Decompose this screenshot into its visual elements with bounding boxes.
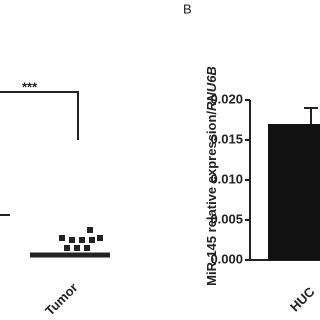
y-tick-label: 0.015 — [210, 131, 243, 146]
bar — [268, 124, 320, 260]
y-tick-label: 0.010 — [210, 171, 243, 186]
panel-label: B — [183, 1, 192, 16]
significance-bracket — [0, 91, 79, 140]
y-axis-label: MiR-145 relative expression/RNU6B — [204, 66, 219, 286]
y-tick-label: 0.000 — [210, 251, 243, 266]
y-tick-label: 0.020 — [210, 91, 243, 106]
x-tick-label: Tumor — [42, 280, 81, 319]
y-axis-label-gene: RNU6B — [204, 66, 219, 111]
x-tick-label: HUC — [287, 284, 318, 315]
significance-label: *** — [22, 79, 38, 94]
tumor-points — [59, 227, 103, 251]
y-axis-label-text: MiR-145 relative expression/ — [204, 111, 219, 286]
y-tick-label: 0.005 — [210, 211, 243, 226]
panel-a: *** Tumor — [0, 79, 110, 319]
